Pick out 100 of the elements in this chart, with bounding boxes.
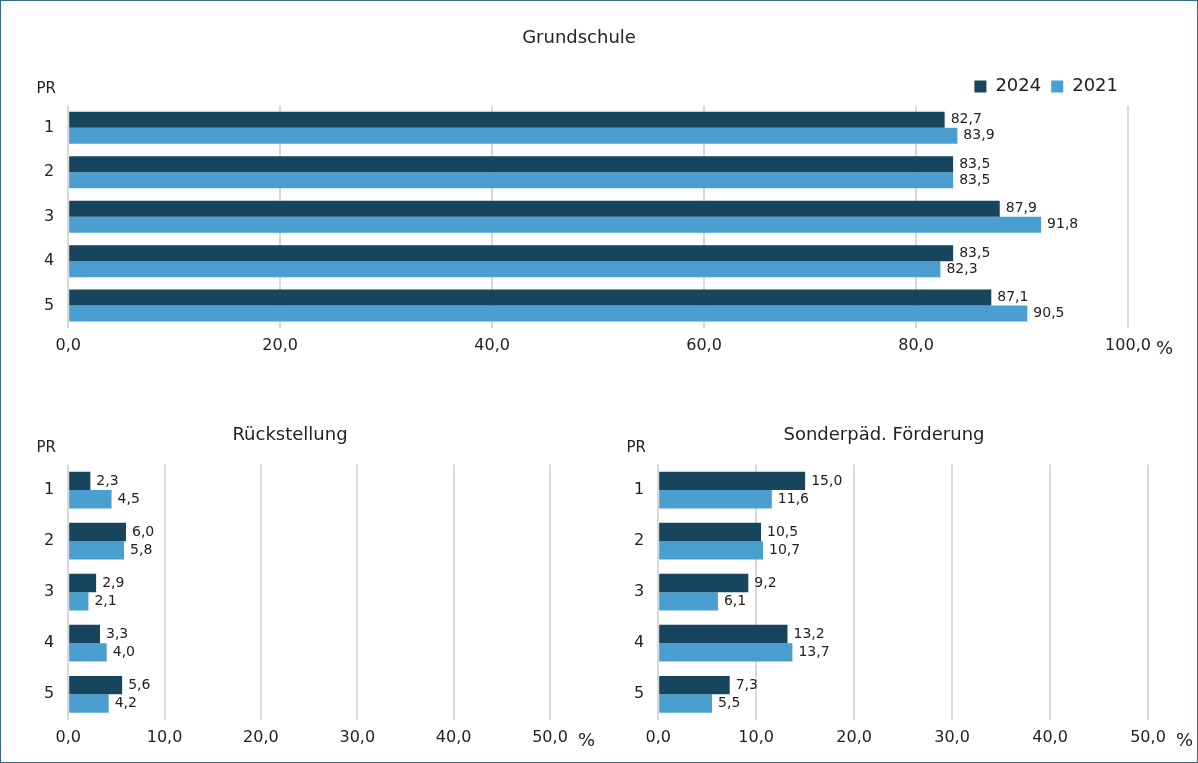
x-tick-label: 50,0 bbox=[1130, 726, 1166, 746]
data-label: 11,6 bbox=[777, 489, 810, 506]
data-label: 10,7 bbox=[769, 540, 801, 557]
x-axis-title: % bbox=[578, 729, 596, 751]
y-axis-title: PR bbox=[626, 438, 646, 457]
x-tick-label: 50,0 bbox=[532, 726, 568, 746]
y-tick-label: 2 bbox=[43, 530, 55, 550]
bar bbox=[69, 261, 941, 278]
x-tick-label: 20,0 bbox=[836, 726, 872, 746]
legend-label: 2024 bbox=[995, 74, 1042, 96]
data-label: 83,5 bbox=[959, 170, 991, 187]
y-tick-label: 1 bbox=[633, 479, 645, 499]
x-tick-label: 20,0 bbox=[243, 726, 279, 746]
bar bbox=[659, 541, 763, 560]
bar bbox=[659, 522, 762, 542]
data-label: 2,3 bbox=[96, 471, 119, 488]
data-label: 10,5 bbox=[767, 522, 799, 539]
data-label: 5,5 bbox=[718, 694, 741, 711]
bar bbox=[69, 305, 1028, 322]
bar bbox=[69, 675, 123, 695]
bar bbox=[69, 111, 945, 128]
chart-title: Rückstellung bbox=[232, 423, 348, 445]
data-label: 4,0 bbox=[112, 643, 135, 660]
x-tick-label: 80,0 bbox=[898, 334, 934, 354]
x-tick-label: 0,0 bbox=[55, 726, 81, 746]
bar bbox=[69, 573, 97, 593]
y-tick-label: 1 bbox=[43, 479, 55, 499]
bar bbox=[69, 156, 954, 173]
chart-title: Sonderpäd. Förderung bbox=[783, 423, 985, 445]
bar bbox=[69, 172, 954, 189]
x-tick-label: 60,0 bbox=[686, 334, 722, 354]
bar bbox=[69, 643, 107, 662]
x-tick-label: 100,0 bbox=[1105, 334, 1151, 354]
data-label: 6,1 bbox=[723, 592, 747, 609]
y-tick-label: 5 bbox=[43, 683, 55, 703]
x-tick-label: 30,0 bbox=[934, 726, 970, 746]
data-label: 82,3 bbox=[946, 259, 978, 276]
data-label: 87,1 bbox=[997, 288, 1029, 305]
bar bbox=[69, 200, 1000, 217]
bar bbox=[69, 541, 125, 560]
y-tick-label: 5 bbox=[43, 294, 55, 314]
bar bbox=[69, 522, 126, 542]
y-tick-label: 5 bbox=[633, 683, 645, 703]
data-label: 7,3 bbox=[735, 675, 758, 692]
data-label: 2,1 bbox=[94, 592, 117, 609]
data-label: 13,2 bbox=[793, 624, 825, 641]
data-label: 83,5 bbox=[959, 243, 991, 260]
legend-label: 2021 bbox=[1072, 74, 1118, 96]
bar bbox=[659, 643, 793, 662]
data-label: 5,6 bbox=[128, 675, 151, 692]
x-tick-label: 30,0 bbox=[339, 726, 376, 746]
bar bbox=[659, 624, 788, 644]
bar bbox=[69, 245, 954, 262]
y-tick-label: 4 bbox=[43, 632, 55, 652]
data-label: 13,7 bbox=[798, 643, 830, 660]
data-label: 82,7 bbox=[950, 110, 982, 127]
bar bbox=[69, 127, 958, 144]
x-tick-label: 10,0 bbox=[738, 726, 774, 746]
x-tick-label: 20,0 bbox=[262, 334, 298, 354]
bar bbox=[69, 624, 100, 644]
bar bbox=[69, 592, 89, 611]
bar bbox=[69, 471, 91, 491]
bar bbox=[69, 289, 992, 306]
y-tick-label: 3 bbox=[43, 205, 55, 225]
y-axis-title: PR bbox=[36, 438, 56, 457]
bar bbox=[659, 694, 713, 713]
data-label: 9,2 bbox=[754, 573, 777, 590]
x-tick-label: 10,0 bbox=[146, 726, 183, 746]
data-label: 83,9 bbox=[963, 126, 995, 143]
bar bbox=[69, 694, 109, 713]
bar bbox=[659, 592, 718, 611]
x-tick-label: 40,0 bbox=[435, 726, 472, 746]
data-label: 4,2 bbox=[114, 694, 137, 711]
y-axis-title: PR bbox=[36, 79, 56, 98]
y-tick-label: 4 bbox=[43, 250, 55, 270]
y-tick-label: 2 bbox=[43, 161, 55, 181]
bar bbox=[69, 490, 112, 509]
x-axis-title: % bbox=[1156, 337, 1174, 359]
data-label: 90,5 bbox=[1033, 304, 1065, 321]
y-tick-label: 3 bbox=[43, 581, 55, 601]
y-tick-label: 3 bbox=[633, 581, 645, 601]
data-label: 2,9 bbox=[102, 573, 125, 590]
chart-title: Grundschule bbox=[522, 26, 636, 48]
x-tick-label: 40,0 bbox=[1032, 726, 1068, 746]
bar bbox=[659, 471, 806, 491]
y-tick-label: 4 bbox=[633, 632, 645, 652]
bar bbox=[69, 216, 1042, 233]
bar bbox=[659, 573, 749, 593]
data-label: 87,9 bbox=[1005, 199, 1037, 216]
x-tick-label: 0,0 bbox=[55, 334, 81, 354]
x-tick-label: 40,0 bbox=[474, 334, 510, 354]
y-tick-label: 1 bbox=[43, 116, 55, 136]
data-label: 4,5 bbox=[117, 489, 140, 506]
x-tick-label: 0,0 bbox=[645, 726, 671, 746]
data-label: 6,0 bbox=[132, 522, 155, 539]
y-tick-label: 2 bbox=[633, 530, 645, 550]
data-label: 91,8 bbox=[1047, 215, 1079, 232]
x-axis-title: % bbox=[1176, 729, 1194, 751]
data-label: 5,8 bbox=[130, 540, 153, 557]
data-label: 3,3 bbox=[105, 624, 129, 641]
